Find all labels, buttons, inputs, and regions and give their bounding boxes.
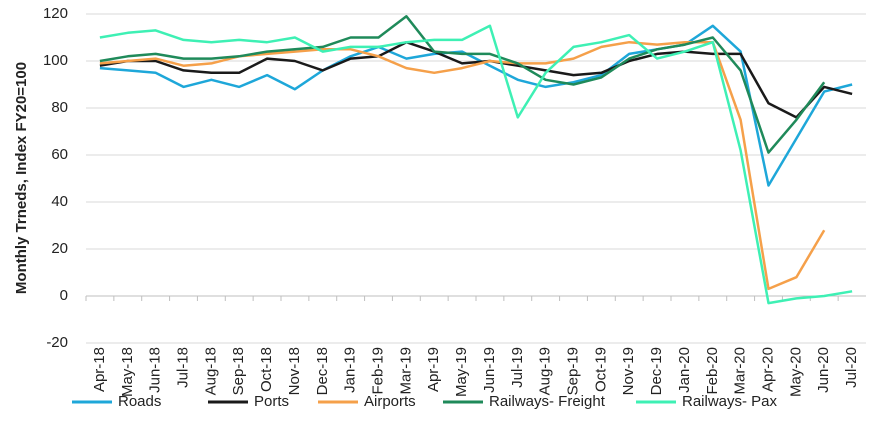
x-tick-label: Aug-18 [202, 347, 219, 395]
legend-label: Roads [118, 393, 161, 410]
x-tick-label: Apr-19 [425, 347, 442, 392]
x-tick-label: Apr-18 [91, 347, 108, 392]
series-line [99, 15, 826, 154]
x-tick-label: Oct-18 [258, 347, 275, 392]
x-tick-label: Jun-18 [147, 347, 164, 393]
series-line [99, 24, 853, 187]
legend-label: Airports [364, 393, 416, 410]
x-tick-label: Mar-19 [397, 347, 414, 395]
y-tick-label: 120 [43, 5, 68, 22]
y-axis-label: Monthly Trneds, Index FY20=100 [13, 62, 30, 294]
x-tick-label: Feb-19 [369, 347, 386, 395]
x-tick-label: Dec-18 [314, 347, 331, 395]
x-tick-label: Jun-20 [815, 347, 832, 393]
x-tick-label: Sep-18 [230, 347, 247, 395]
x-tick-label: Dec-19 [648, 347, 665, 395]
x-tick-label: Jun-19 [481, 347, 498, 393]
x-tick-label: Jul-18 [174, 347, 191, 388]
x-tick-label: Feb-20 [704, 347, 721, 395]
y-tick-label: 100 [43, 52, 68, 69]
y-tick-label: 40 [51, 193, 68, 210]
x-tick-label: May-18 [119, 347, 136, 397]
x-tick-label: Nov-18 [286, 347, 303, 395]
y-tick-label: 80 [51, 99, 68, 116]
x-tick-label: Jan-20 [676, 347, 693, 393]
series-line [99, 40, 826, 291]
x-tick-label: May-19 [453, 347, 470, 397]
x-tick-label: Nov-19 [620, 347, 637, 395]
series-line [99, 24, 853, 305]
x-tick-label: Jul-19 [509, 347, 526, 388]
x-tick-label: Sep-19 [564, 347, 581, 395]
x-tick-label: Mar-20 [732, 347, 749, 395]
x-tick-label: Oct-19 [592, 347, 609, 392]
x-tick-label: Aug-19 [537, 347, 554, 395]
y-tick-label: 0 [60, 287, 68, 304]
legend-label: Ports [254, 393, 289, 410]
legend-label: Railways- Freight [489, 393, 606, 410]
y-tick-label: 60 [51, 146, 68, 163]
x-tick-label: Jan-19 [342, 347, 359, 393]
y-tick-label: -20 [46, 334, 68, 351]
x-tick-label: Apr-20 [759, 347, 776, 392]
y-tick-label: 20 [51, 240, 68, 257]
x-tick-label: Jul-20 [843, 347, 860, 388]
legend-label: Railways- Pax [682, 393, 778, 410]
x-tick-label: May-20 [787, 347, 804, 397]
